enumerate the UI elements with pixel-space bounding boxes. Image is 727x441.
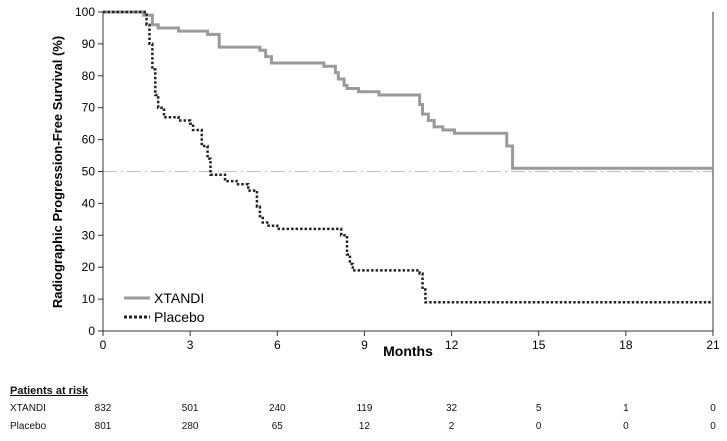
risk-cell: 1: [623, 403, 629, 414]
y-tick-label: 30: [82, 228, 96, 242]
risk-cell: 240: [268, 403, 286, 414]
x-tick-label: 0: [100, 338, 107, 352]
risk-cell: 0: [535, 421, 542, 432]
x-tick-label: 6: [274, 338, 281, 352]
risk-cell: 119: [356, 403, 373, 414]
x-tick-label: 3: [187, 338, 194, 352]
x-tick-label: 12: [445, 338, 459, 352]
y-tick-label: 90: [82, 37, 96, 51]
y-tick-label: 60: [82, 133, 96, 147]
x-tick-label: 15: [532, 338, 546, 352]
y-tick-label: 20: [82, 260, 96, 274]
risk-row-label: XTANDI: [10, 403, 46, 414]
risk-cell: 32: [446, 403, 458, 414]
risk-cell: 501: [181, 403, 199, 414]
x-axis-label: Months: [383, 343, 433, 359]
x-tick-label: 21: [706, 338, 720, 352]
y-tick-label: 80: [82, 69, 96, 83]
series-line-xtandi: [103, 10, 713, 170]
risk-cell: 832: [94, 403, 112, 414]
y-tick-label: 50: [82, 165, 96, 179]
risk-row-label: Placebo: [10, 421, 47, 432]
legend-label-placebo: Placebo: [154, 309, 205, 325]
legend-label-xtandi: XTANDI: [154, 290, 204, 306]
risk-cell: 2: [448, 421, 455, 432]
risk-cell: 801: [94, 421, 112, 432]
risk-cell: 5: [535, 403, 542, 414]
risk-cell: 12: [358, 421, 370, 432]
legend: XTANDI Placebo: [124, 290, 205, 325]
risk-cell: 0: [710, 403, 716, 414]
series: [103, 10, 713, 304]
risk-cell: 0: [710, 421, 716, 432]
risk-table-title: Patients at risk: [10, 385, 89, 397]
series-line-placebo: [103, 10, 713, 304]
risk-cell: 280: [181, 421, 199, 432]
ticks: 0 10 20 30 40 50 60 70 80 90 100 0 3 6 9 12 15 18 21: [75, 5, 720, 352]
y-tick-label: 100: [75, 5, 95, 19]
y-tick-label: 70: [82, 101, 96, 115]
x-tick-label: 18: [619, 338, 633, 352]
risk-cell: 0: [623, 421, 629, 432]
y-tick-label: 40: [82, 196, 96, 210]
risk-cell: 65: [271, 421, 283, 432]
x-tick-label: 9: [361, 338, 368, 352]
y-tick-label: 0: [88, 324, 95, 338]
y-tick-label: 10: [82, 292, 96, 306]
y-axis-label: Radiographic Progression-Free Survival (…: [50, 36, 65, 308]
